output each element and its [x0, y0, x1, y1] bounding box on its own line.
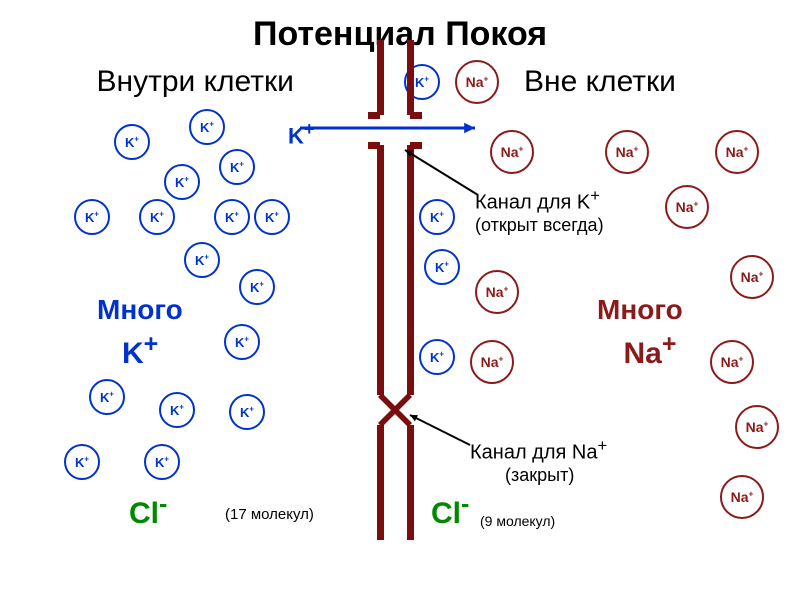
na-channel-pointer	[0, 0, 800, 600]
diagram-canvas: Потенциал ПокояВнутри клеткиВне клеткиK+…	[0, 0, 800, 600]
